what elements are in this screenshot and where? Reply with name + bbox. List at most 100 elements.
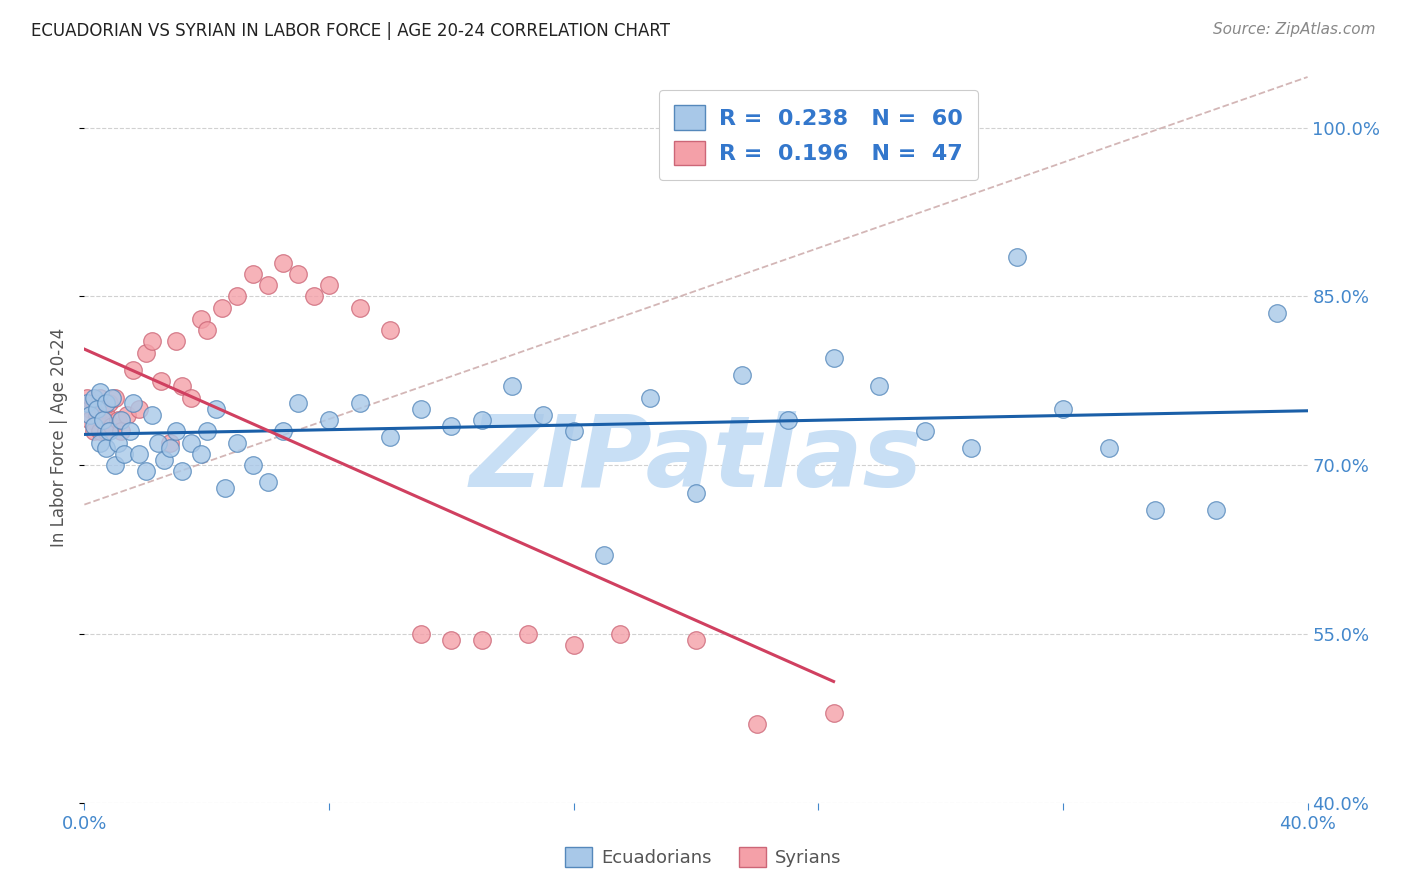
Ecuadorians	[153, 452, 176, 467]
Syrians	[685, 632, 707, 647]
Ecuadorians	[685, 486, 707, 500]
Ecuadorians	[531, 408, 554, 422]
Text: ZIPatlas: ZIPatlas	[470, 410, 922, 508]
Ecuadorians	[79, 408, 101, 422]
Ecuadorians	[1205, 503, 1227, 517]
Ecuadorians	[1098, 442, 1121, 456]
Ecuadorians	[83, 418, 105, 433]
Syrians	[89, 425, 111, 439]
Syrians	[226, 289, 249, 303]
Ecuadorians	[146, 435, 169, 450]
Syrians	[128, 401, 150, 416]
Syrians	[190, 312, 212, 326]
Ecuadorians	[318, 413, 340, 427]
Ecuadorians	[94, 396, 117, 410]
Ecuadorians	[869, 379, 891, 393]
Syrians	[91, 401, 114, 416]
Syrians	[242, 267, 264, 281]
Ecuadorians	[1265, 306, 1288, 320]
Ecuadorians	[141, 408, 163, 422]
Ecuadorians	[380, 430, 402, 444]
Ecuadorians	[214, 481, 236, 495]
Syrians	[165, 334, 187, 349]
Syrians	[609, 627, 631, 641]
Ecuadorians	[190, 447, 212, 461]
Syrians	[318, 278, 340, 293]
Ecuadorians	[89, 435, 111, 450]
Ecuadorians	[120, 425, 142, 439]
Ecuadorians	[593, 548, 616, 562]
Syrians	[823, 706, 845, 720]
Syrians	[107, 413, 129, 427]
Syrians	[195, 323, 218, 337]
Syrians	[135, 345, 157, 359]
Syrians	[97, 396, 120, 410]
Syrians	[257, 278, 280, 293]
Ecuadorians	[195, 425, 218, 439]
Syrians	[562, 638, 585, 652]
Ecuadorians	[94, 442, 117, 456]
Ecuadorians	[349, 396, 371, 410]
Ecuadorians	[86, 401, 108, 416]
Syrians	[149, 374, 172, 388]
Ecuadorians	[638, 391, 661, 405]
Ecuadorians	[287, 396, 309, 410]
Ecuadorians	[226, 435, 249, 450]
Ecuadorians	[823, 351, 845, 366]
Syrians	[516, 627, 538, 641]
Ecuadorians	[135, 464, 157, 478]
Syrians	[380, 323, 402, 337]
Syrians	[83, 396, 105, 410]
Syrians	[172, 379, 194, 393]
Syrians	[122, 362, 145, 376]
Text: Source: ZipAtlas.com: Source: ZipAtlas.com	[1212, 22, 1375, 37]
Ecuadorians	[562, 425, 585, 439]
Syrians	[104, 391, 127, 405]
Ecuadorians	[97, 425, 120, 439]
Ecuadorians	[409, 401, 432, 416]
Syrians	[271, 255, 294, 269]
Syrians	[79, 413, 101, 427]
Ecuadorians	[242, 458, 264, 473]
Ecuadorians	[107, 435, 129, 450]
Ecuadorians	[1143, 503, 1166, 517]
Syrians	[141, 334, 163, 349]
Ecuadorians	[914, 425, 936, 439]
Ecuadorians	[101, 391, 124, 405]
Syrians	[747, 717, 769, 731]
Ecuadorians	[776, 413, 799, 427]
Ecuadorians	[128, 447, 150, 461]
Text: ECUADORIAN VS SYRIAN IN LABOR FORCE | AGE 20-24 CORRELATION CHART: ECUADORIAN VS SYRIAN IN LABOR FORCE | AG…	[31, 22, 669, 40]
Syrians	[471, 632, 494, 647]
Ecuadorians	[731, 368, 754, 383]
Syrians	[180, 391, 202, 405]
Syrians	[101, 418, 124, 433]
Syrians	[94, 408, 117, 422]
Syrians	[94, 425, 117, 439]
Ecuadorians	[271, 425, 294, 439]
Ecuadorians	[180, 435, 202, 450]
Ecuadorians	[83, 391, 105, 405]
Ecuadorians	[440, 418, 463, 433]
Ecuadorians	[172, 464, 194, 478]
Syrians	[76, 391, 98, 405]
Ecuadorians	[112, 447, 135, 461]
Ecuadorians	[76, 396, 98, 410]
Syrians	[83, 425, 105, 439]
Syrians	[159, 435, 181, 450]
Syrians	[115, 408, 138, 422]
Legend: Ecuadorians, Syrians: Ecuadorians, Syrians	[558, 839, 848, 874]
Syrians	[440, 632, 463, 647]
Ecuadorians	[122, 396, 145, 410]
Syrians	[211, 301, 233, 315]
Ecuadorians	[1052, 401, 1074, 416]
Ecuadorians	[502, 379, 524, 393]
Ecuadorians	[471, 413, 494, 427]
Syrians	[86, 408, 108, 422]
Legend: R =  0.238   N =  60, R =  0.196   N =  47: R = 0.238 N = 60, R = 0.196 N = 47	[658, 90, 979, 180]
Syrians	[89, 391, 111, 405]
Ecuadorians	[165, 425, 187, 439]
Ecuadorians	[960, 442, 983, 456]
Syrians	[79, 401, 101, 416]
Syrians	[349, 301, 371, 315]
